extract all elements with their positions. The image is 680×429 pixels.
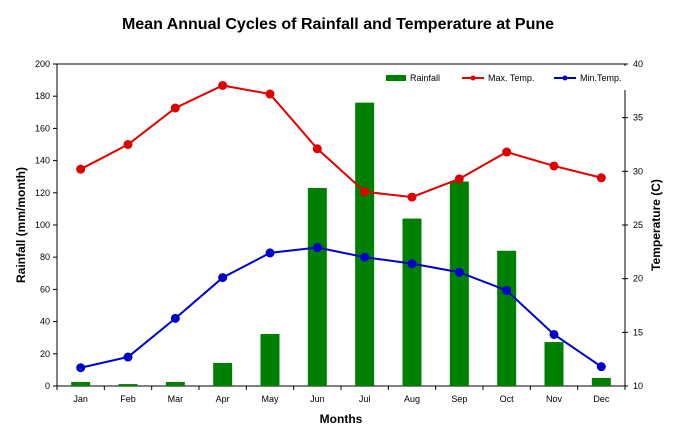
point-max-temp — [312, 144, 322, 154]
plot-area: 0 20 40 60 80 100 120 140 160 180 200 10 15 20 25 30 35 4… — [35, 59, 643, 404]
x-axis-label: Months — [320, 412, 363, 426]
x-tick-label: Oct — [500, 394, 515, 404]
point-min-temp — [218, 273, 228, 283]
point-min-temp — [312, 243, 322, 253]
y2-tick-label: 10 — [633, 381, 643, 391]
point-min-temp — [596, 362, 606, 372]
bar-rainfall — [165, 381, 185, 386]
legend-label: Rainfall — [410, 73, 440, 83]
legend-swatch-rainfall — [386, 75, 406, 81]
point-min-temp — [360, 252, 370, 262]
y-tick-label: 40 — [40, 317, 50, 327]
point-min-temp — [407, 259, 417, 269]
x-tick-label: Apr — [216, 394, 230, 404]
point-min-temp — [170, 313, 180, 323]
point-max-temp — [218, 80, 228, 90]
y-tick-label: 100 — [35, 220, 50, 230]
point-max-temp — [407, 192, 417, 202]
bar-rainfall — [497, 250, 517, 386]
y-tick-label: 0 — [45, 381, 50, 391]
legend-label: Max. Temp. — [488, 73, 534, 83]
y2-axis-label: Temperature (C) — [649, 179, 663, 271]
bar-rainfall — [118, 384, 138, 386]
point-max-temp — [549, 161, 559, 171]
bar-rainfall — [71, 381, 91, 386]
point-min-temp — [76, 363, 86, 373]
y-tick-label: 180 — [35, 91, 50, 101]
bar-rainfall — [449, 181, 469, 386]
chart-title: Mean Annual Cycles of Rainfall and Tempe… — [122, 16, 554, 33]
x-tick-label: May — [261, 394, 279, 404]
bar-rainfall — [402, 218, 422, 386]
bar-rainfall — [260, 333, 280, 386]
bar-rainfall — [355, 102, 375, 386]
y-tick-label: 80 — [40, 252, 50, 262]
point-max-temp — [502, 147, 512, 157]
bar-rainfall — [591, 377, 611, 386]
point-min-temp — [265, 248, 275, 258]
x-tick-label: Feb — [120, 394, 136, 404]
point-min-temp — [549, 329, 559, 339]
x-tick-label: Jul — [359, 394, 371, 404]
y2-tick-label: 30 — [633, 166, 643, 176]
point-max-temp — [596, 173, 606, 183]
y2-tick-label: 25 — [633, 220, 643, 230]
y2-tick-label: 40 — [633, 59, 643, 69]
y-tick-label: 200 — [35, 59, 50, 69]
y-tick-label: 60 — [40, 284, 50, 294]
line-max-temp — [80, 84, 602, 199]
x-tick-label: Jun — [310, 394, 325, 404]
y2-tick-label: 35 — [633, 113, 643, 123]
point-max-temp — [265, 89, 275, 99]
bar-rainfall — [307, 187, 327, 386]
point-min-temp — [454, 267, 464, 277]
y2-tick-label: 20 — [633, 274, 643, 284]
point-min-temp — [123, 352, 133, 362]
x-tick-label: Nov — [546, 394, 563, 404]
point-min-temp — [502, 285, 512, 295]
y-tick-label: 140 — [35, 156, 50, 166]
legend-box — [383, 66, 628, 88]
y2-tick-label: 15 — [633, 327, 643, 337]
line-min-temp — [80, 246, 602, 369]
y-tick-label: 120 — [35, 188, 50, 198]
legend-swatch-marker — [470, 75, 476, 81]
x-tick-label: Aug — [404, 394, 420, 404]
x-tick-label: Mar — [168, 394, 184, 404]
point-max-temp — [76, 164, 86, 174]
point-max-temp — [123, 140, 133, 149]
x-tick-label: Dec — [593, 394, 610, 404]
y-axis-label: Rainfall (mm/month) — [14, 167, 28, 283]
point-max-temp — [454, 174, 464, 184]
y-tick-label: 160 — [35, 123, 50, 133]
legend-label: Min.Temp. — [580, 73, 622, 83]
bar-rainfall — [544, 342, 564, 386]
y-tick-label: 20 — [40, 349, 50, 359]
point-max-temp — [170, 103, 180, 113]
x-tick-label: Jan — [73, 394, 88, 404]
x-tick-label: Sep — [451, 394, 467, 404]
bar-rainfall — [213, 362, 233, 386]
legend-swatch-marker — [562, 75, 568, 81]
point-max-temp — [360, 187, 370, 197]
